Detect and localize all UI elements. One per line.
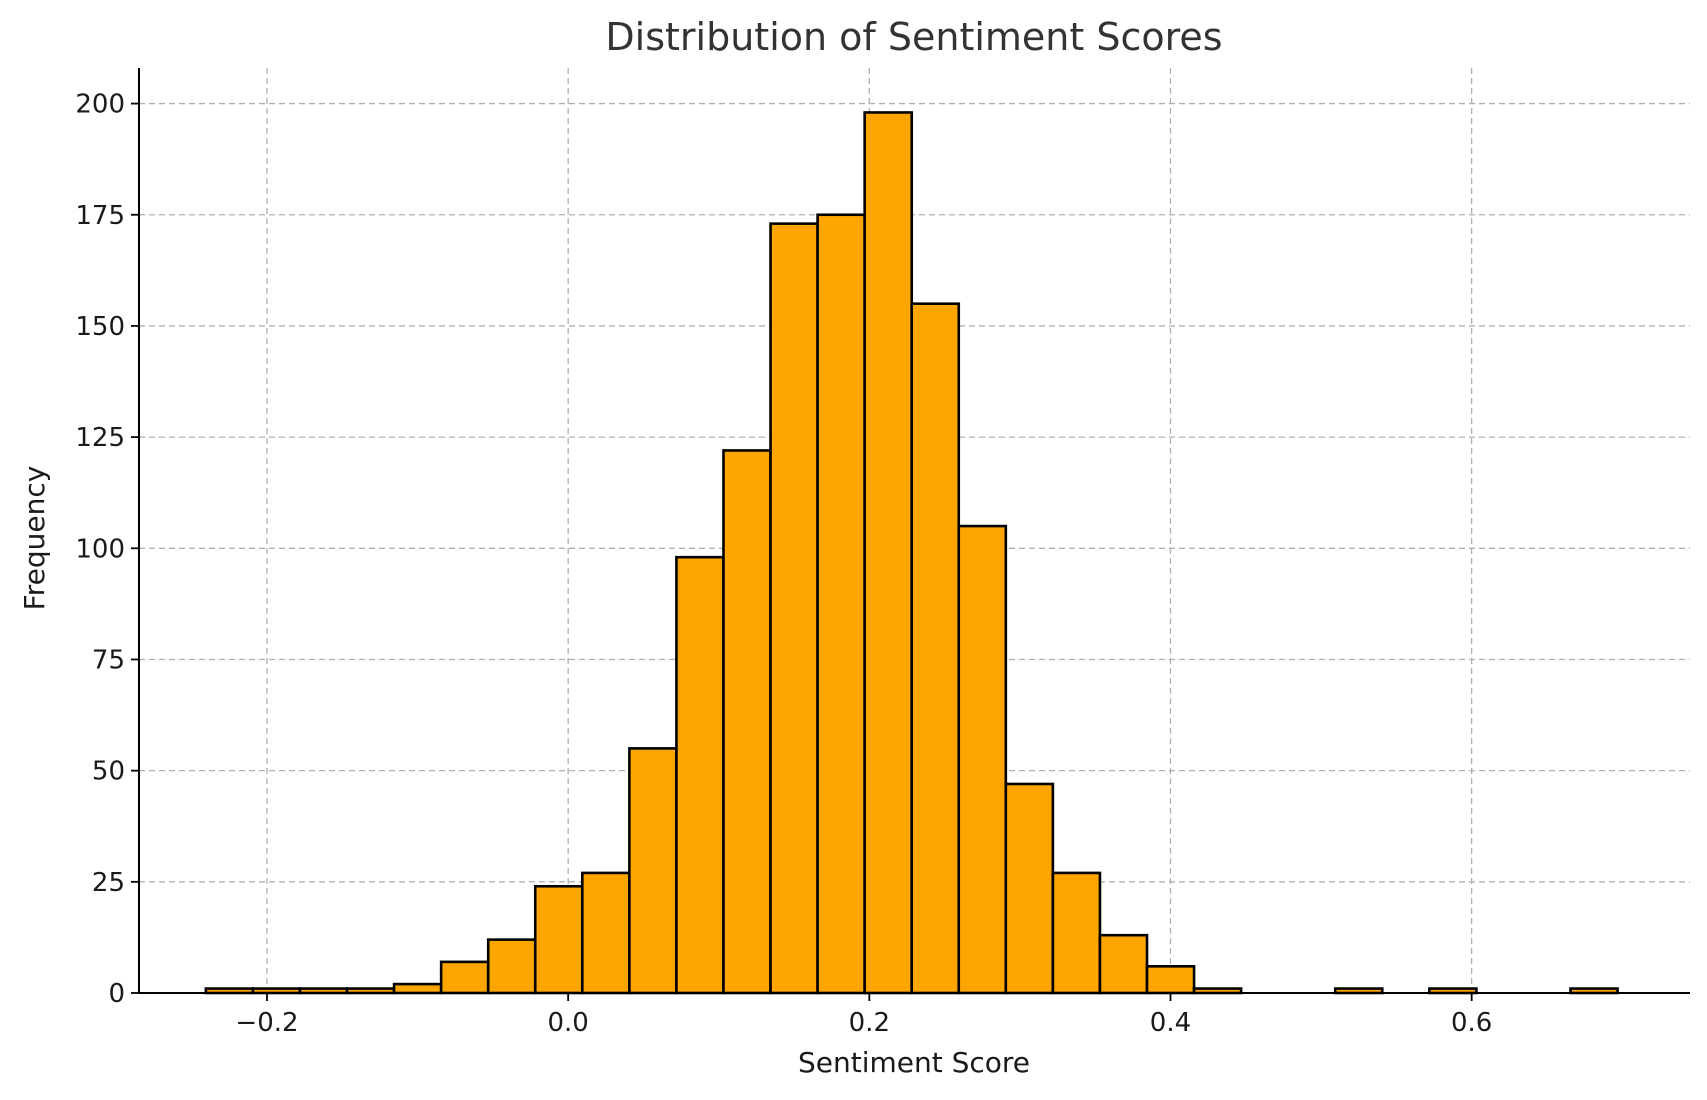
y-tick-label: 0 (108, 979, 125, 1009)
histogram-bar (957, 524, 1008, 995)
y-tick-label: 175 (75, 201, 125, 231)
x-tick-label: 0.6 (1451, 1008, 1492, 1038)
histogram-bars (204, 111, 1619, 995)
axes (138, 68, 1690, 994)
histogram-bar (816, 213, 866, 995)
y-tick-label: 100 (75, 534, 125, 564)
x-tick-label: 0.2 (849, 1008, 890, 1038)
histogram-bar (581, 871, 631, 995)
histogram-bar (1145, 965, 1196, 995)
x-tick-label: 0.0 (547, 1008, 588, 1038)
x-tick-label: −0.2 (235, 1008, 298, 1038)
y-axis-ticks: 0 25 50 75 100 125 150 175 200 (75, 90, 139, 1009)
histogram-bar (1051, 871, 1102, 995)
y-tick-label: 25 (92, 868, 125, 898)
histogram-bar (910, 302, 961, 995)
y-axis-title: Frequency (18, 466, 51, 611)
histogram-bar (439, 960, 490, 995)
histogram-bar (486, 938, 537, 995)
histogram-bar (533, 884, 584, 995)
histogram-bar (675, 555, 725, 995)
x-axis-title: Sentiment Score (798, 1046, 1030, 1079)
y-tick-label: 75 (92, 645, 125, 675)
x-tick-label: 0.4 (1150, 1008, 1191, 1038)
y-tick-label: 150 (75, 312, 125, 342)
y-tick-label: 125 (75, 423, 125, 453)
x-axis-ticks: −0.2 0.0 0.2 0.4 0.6 (235, 993, 1492, 1038)
histogram-bar (769, 222, 819, 995)
y-tick-label: 200 (75, 90, 125, 120)
histogram-bar (392, 982, 443, 995)
histogram-bar (722, 449, 772, 995)
y-tick-label: 50 (92, 757, 125, 787)
histogram-bar (863, 111, 914, 995)
chart-title: Distribution of Sentiment Scores (605, 15, 1222, 59)
histogram-bar (628, 747, 678, 995)
histogram-bar (1098, 933, 1149, 995)
histogram-bar (1004, 782, 1055, 995)
